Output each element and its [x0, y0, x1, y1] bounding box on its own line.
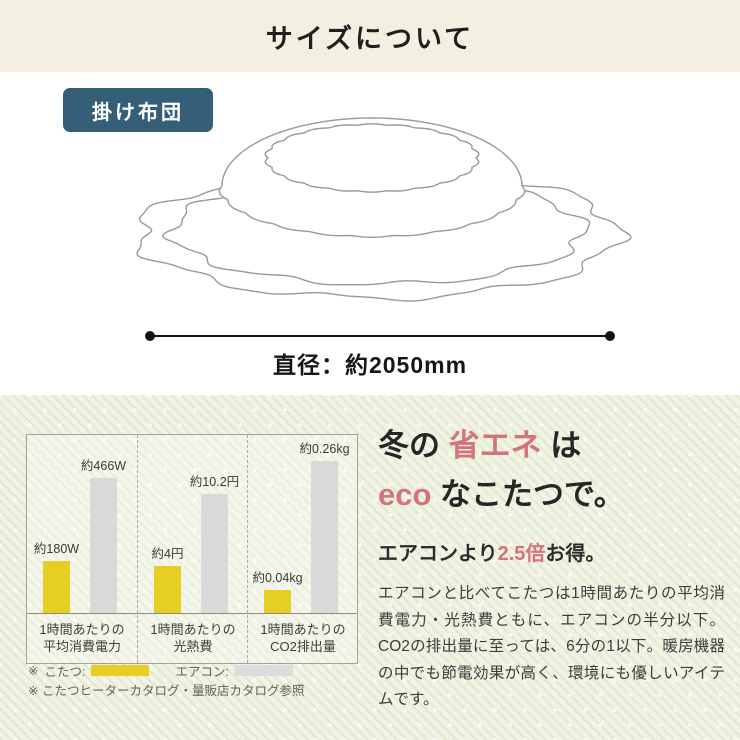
bar-kotatsu	[264, 590, 291, 613]
category-label: 1時間あたりの 光熱費	[150, 622, 236, 654]
heading-text: 冬の	[378, 428, 449, 463]
title-band: サイズについて	[0, 0, 740, 72]
chart-column: 約180W 約466W 1時間あたりの 平均消費電力	[27, 435, 137, 663]
bar-value-label: 約10.2円	[189, 475, 240, 489]
category-label: 1時間あたりの CO2排出量	[260, 622, 346, 654]
bar-aircon	[201, 494, 228, 613]
bar-kotatsu	[43, 561, 70, 613]
dimension-endpoint-left	[145, 331, 155, 341]
bar-kotatsu	[154, 566, 181, 613]
bar-aircon	[311, 461, 338, 613]
dimension-endpoint-right	[605, 331, 615, 341]
bar-value-label: 約180W	[33, 542, 80, 556]
eco-body-paragraph: エアコンと比べてこたつは1時間あたりの平均消費電力・光熱費ともに、エアコンの半分…	[378, 585, 725, 708]
bar-value-label: 約466W	[80, 459, 127, 473]
eco-heading: 冬の 省エネ は eco なこたつで。	[378, 421, 728, 519]
heading-text: なこたつで。	[431, 477, 625, 512]
size-section: 掛け布団 直径：約2050mm	[0, 72, 740, 395]
legend-note: ※ こたつヒーターカタログ・量販店カタログ参照	[28, 684, 305, 698]
chart-column: 約0.04kg 約0.26kg 1時間あたりの CO2排出量	[247, 435, 358, 663]
heading-accent-text: 省エネ	[448, 428, 542, 463]
comforter-badge: 掛け布団	[63, 88, 213, 132]
futon-illustration	[136, 117, 632, 302]
legend-item-label: エアコン:	[175, 664, 229, 679]
bar-value-label: 約0.04kg	[252, 571, 303, 585]
page-title: サイズについて	[265, 23, 475, 54]
bar-aircon	[90, 478, 117, 613]
legend-item-label: こたつ:	[44, 664, 86, 679]
legend-item: エアコン:	[175, 661, 293, 680]
legend-swatch	[234, 664, 293, 676]
chart-legend: ※ こたつ: エアコン: ※ こたつヒーターカタログ・量販店カタログ参照	[28, 661, 358, 699]
chart-column: 約4円 約10.2円 1時間あたりの 光熱費	[137, 435, 248, 663]
legend-marker: ※	[28, 663, 39, 678]
chart-baseline	[27, 613, 357, 614]
legend-row: ※ こたつ: エアコン:	[28, 661, 358, 679]
diameter-dimension-line	[150, 335, 610, 337]
comforter-badge-label: 掛け布団	[92, 101, 184, 124]
subheading-text: エアコンより	[378, 543, 498, 565]
subheading-text: お得。	[545, 543, 606, 565]
futon-dome	[218, 117, 526, 238]
bar-value-label: 約4円	[151, 547, 184, 561]
bar-value-label: 約0.26kg	[299, 442, 350, 456]
heading-accent-text: eco	[378, 477, 432, 512]
comparison-bar-chart: 約180W 約466W 1時間あたりの 平均消費電力 約4円 約10.2円 1時間あたりの光…	[26, 434, 358, 664]
eco-subheading: エアコンより2.5倍お得。	[378, 537, 728, 566]
heading-text: は	[541, 428, 582, 463]
category-label: 1時間あたりの 平均消費電力	[39, 622, 125, 654]
legend-swatch	[91, 664, 150, 676]
futon-top-ring	[264, 123, 480, 193]
eco-section: 約180W 約466W 1時間あたりの 平均消費電力 約4円 約10.2円 1時間あたりの光…	[0, 395, 740, 740]
diameter-label: 直径：約2050mm	[272, 352, 468, 378]
legend-item: こたつ:	[44, 661, 150, 680]
subheading-accent-text: 2.5倍	[497, 543, 546, 565]
